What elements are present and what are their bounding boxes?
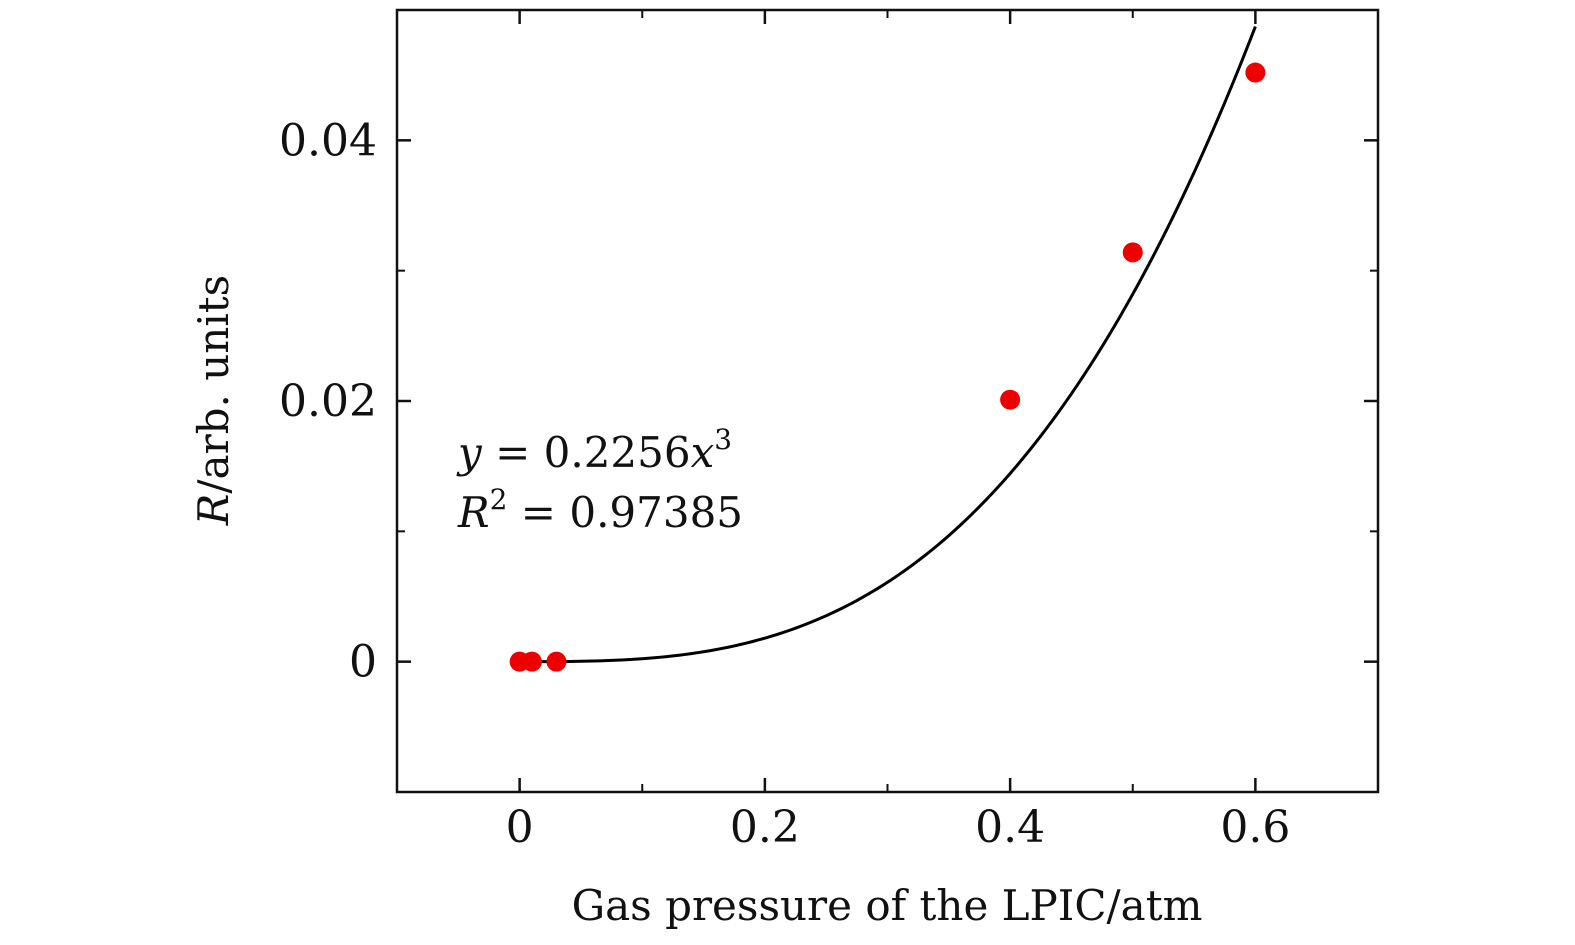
x-axis-label: Gas pressure of the LPIC/atm bbox=[572, 881, 1203, 930]
data-point bbox=[546, 651, 567, 672]
fit-equation: y = 0.2256x3 bbox=[456, 423, 732, 477]
tick-labels: 0 0.2 0.4 0.6 0 0.02 0.04 bbox=[279, 115, 1290, 853]
r-squared: R2 = 0.97385 bbox=[457, 483, 743, 537]
x-tick-label: 0.2 bbox=[730, 802, 800, 853]
y-axis-label-var: R bbox=[189, 494, 238, 527]
r-squared-eq: = 0.97385 bbox=[507, 488, 743, 537]
y-tick-label: 0 bbox=[349, 637, 377, 688]
r-squared-var: R bbox=[457, 488, 490, 537]
data-point bbox=[1122, 242, 1143, 263]
fit-equation-eq: = 0.2256 bbox=[482, 428, 691, 477]
data-points bbox=[509, 62, 1266, 672]
x-tick-label: 0 bbox=[506, 802, 534, 853]
ticks bbox=[397, 10, 1378, 792]
data-point bbox=[521, 651, 542, 672]
fit-equation-var: x bbox=[691, 428, 715, 477]
y-axis-label: R/arb. units bbox=[189, 275, 238, 526]
data-point bbox=[1245, 62, 1266, 83]
plot-frame bbox=[395, 8, 1380, 794]
y-tick-label: 0.04 bbox=[279, 115, 377, 166]
fit-equation-lhs: y bbox=[456, 428, 483, 477]
fit-curve bbox=[519, 26, 1257, 664]
y-axis-label-unit: /arb. units bbox=[189, 275, 238, 494]
x-tick-label: 0.6 bbox=[1220, 802, 1290, 853]
fit-equation-power: 3 bbox=[714, 423, 732, 456]
x-tick-label: 0.4 bbox=[975, 802, 1045, 853]
data-point bbox=[1000, 389, 1021, 410]
y-tick-label: 0.02 bbox=[279, 376, 377, 427]
r-squared-power: 2 bbox=[490, 483, 508, 516]
